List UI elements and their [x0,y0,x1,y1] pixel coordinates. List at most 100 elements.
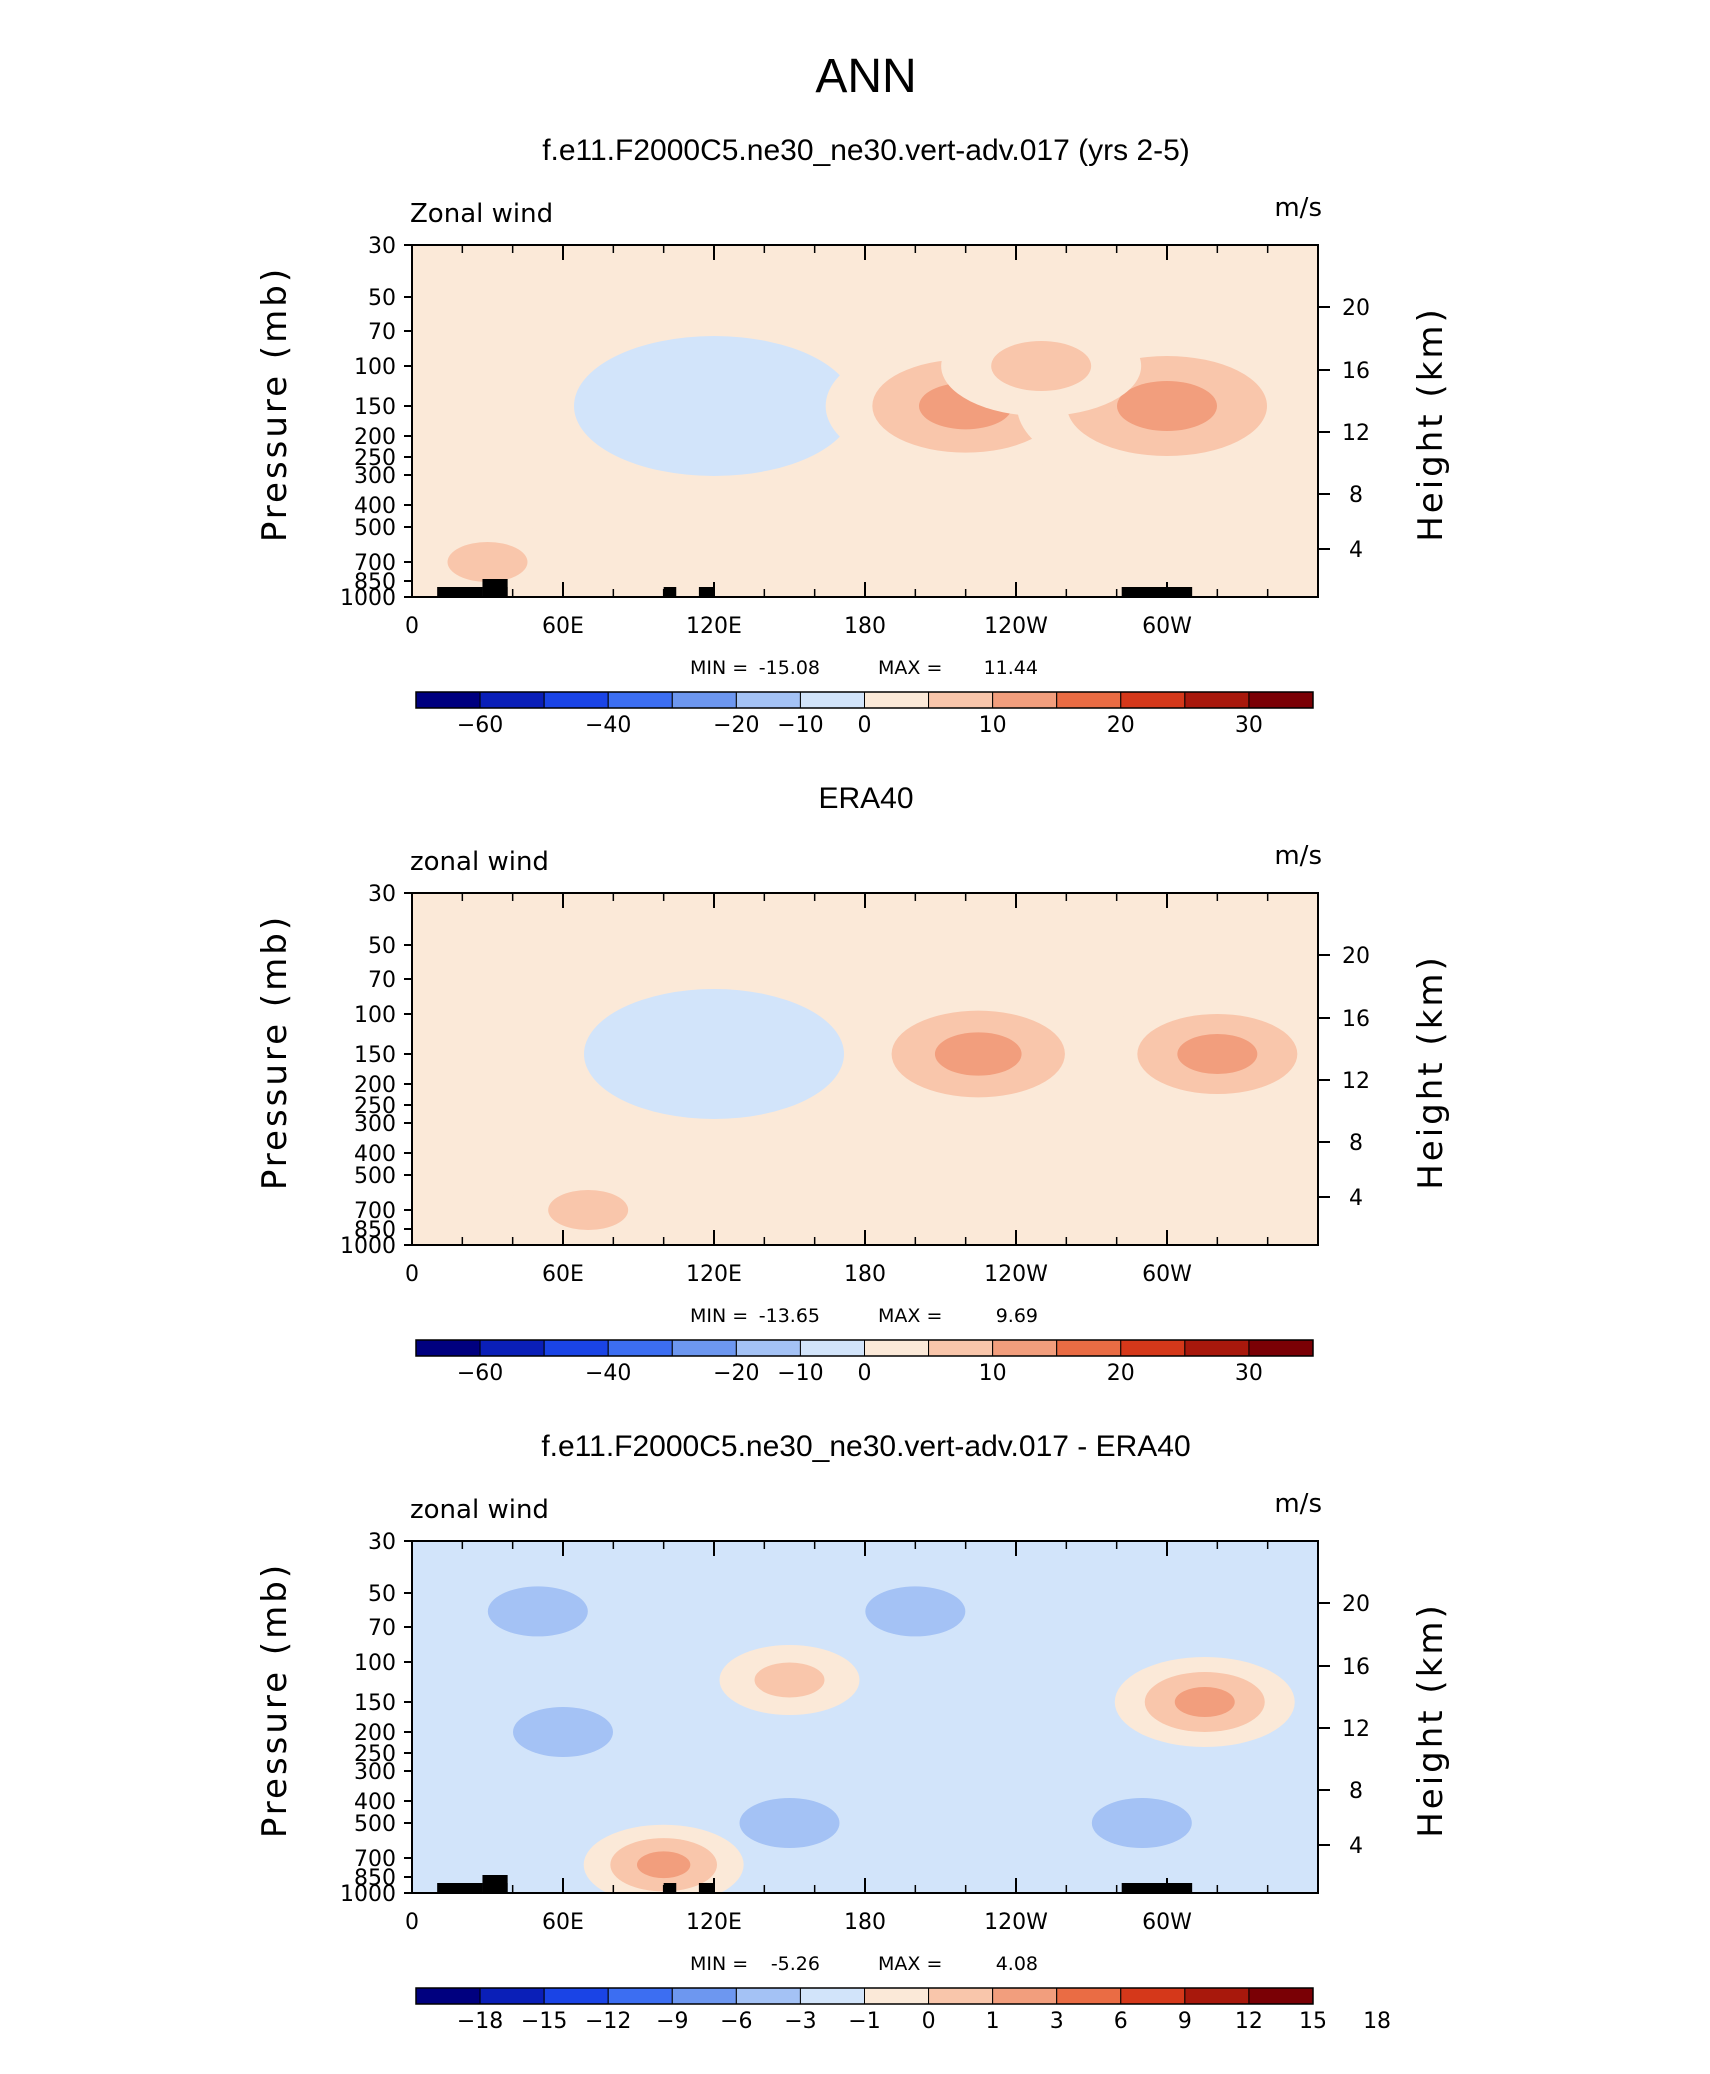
y-tick-label: 100 [354,355,396,380]
colorbar-swatch [864,1339,930,1357]
contour-blob [548,1190,629,1230]
y2-axis-title: Height (km) [1411,1602,1451,1838]
colorbar-label: 20 [1107,713,1135,738]
max-value: 9.69 [996,1305,1038,1327]
max-value: 4.08 [996,1953,1038,1975]
topography-mask [437,587,483,597]
y-axis-title: Pressure (mb) [255,266,295,542]
x-tick-label: 60W [1142,614,1192,639]
colorbar-swatch [1184,691,1250,709]
colorbar-swatch [992,1987,1058,2005]
min-value: -13.65 [759,1305,820,1327]
colorbar-swatch [607,691,673,709]
field-name-label: zonal wind [410,847,549,877]
colorbar-swatch [1120,1987,1186,2005]
colorbar-swatch [543,1987,609,2005]
y2-tick-label: 16 [1342,1655,1370,1680]
colorbar-label: −10 [777,713,823,738]
colorbar-label: −60 [457,713,503,738]
colorbar-frame [415,1339,1314,1357]
topography-mask [482,1875,508,1893]
topography-mask [698,1883,714,1893]
y-axis-title: Pressure (mb) [255,914,295,1190]
colorbar-label: −40 [585,1361,631,1386]
max-value: 11.44 [984,657,1038,679]
colorbar-label: 0 [922,2009,936,2034]
colorbar-label: −9 [656,2009,688,2034]
y2-axis-title: Height (km) [1411,954,1451,1190]
y-tick-label: 500 [354,1812,396,1837]
y2-tick-label: 20 [1342,944,1370,969]
colorbar-swatch [671,1339,737,1357]
colorbar-swatch [735,691,801,709]
colorbar-label: 0 [858,1361,872,1386]
y-tick-label: 850 [354,570,396,595]
colorbar-label: 30 [1235,713,1263,738]
x-tick-label: 120E [686,1910,742,1935]
y-tick-label: 150 [354,1043,396,1068]
y2-tick-label: 4 [1349,538,1363,563]
colorbar-label: −10 [777,1361,823,1386]
y2-tick-label: 4 [1349,1834,1363,1859]
topography-mask [1121,587,1193,597]
y-tick-label: 250 [354,1742,396,1767]
y-tick-label: 400 [354,494,396,519]
colorbar-swatch [671,1987,737,2005]
max-label: MAX = [878,1305,942,1327]
colorbar-label: −18 [457,2009,503,2034]
y-tick-label: 300 [354,1112,396,1137]
colorbar-swatch [671,691,737,709]
colorbar-label: −15 [521,2009,567,2034]
min-label: MIN = [690,1953,748,1975]
x-tick-label: 120E [686,1262,742,1287]
y-tick-label: 100 [354,1651,396,1676]
colorbar-label: −12 [585,2009,631,2034]
y2-tick-label: 8 [1349,483,1363,508]
y2-tick-label: 12 [1342,421,1370,446]
y-tick-label: 50 [368,1582,396,1607]
colorbar-label: −1 [848,2009,880,2034]
y-tick-label: 850 [354,1866,396,1891]
colorbar-swatch [1184,1339,1250,1357]
x-tick-label: 0 [405,1262,419,1287]
colorbar-swatch [479,1339,545,1357]
colorbar-label: 9 [1178,2009,1192,2034]
colorbar-swatch [479,1987,545,2005]
chart-panel-2: ERA40 zonal wind m/s 0 60E 120E 180 120W 60W 30 50… [255,782,1451,1386]
y-tick-label: 700 [354,1199,396,1224]
topography-mask [437,1883,483,1893]
min-value: -5.26 [771,1953,820,1975]
contour-blob [739,1798,840,1848]
units-label: m/s [1274,193,1322,223]
colorbar-swatch [415,1987,481,2005]
y-tick-label: 300 [354,1760,396,1785]
colorbar-swatch [799,691,866,709]
colorbar-swatch [1056,1339,1122,1357]
units-label: m/s [1274,1489,1322,1519]
y-tick-label: 30 [368,882,396,907]
colorbar-swatch [415,691,481,709]
colorbar-swatch [864,1987,930,2005]
topography-mask [698,587,714,597]
min-label: MIN = [690,657,748,679]
colorbar-swatch [992,1339,1058,1357]
panel-title: f.e11.F2000C5.ne30_ne30.vert-adv.017 - E… [541,1430,1190,1463]
y-tick-label: 50 [368,286,396,311]
contour-blob [934,1032,1022,1076]
colorbar-label: −20 [713,713,759,738]
colorbar-label: 1 [986,2009,1000,2034]
colorbar-label: 20 [1107,1361,1135,1386]
panel-title: f.e11.F2000C5.ne30_ne30.vert-adv.017 (yr… [542,134,1190,167]
y-tick-label: 250 [354,1094,396,1119]
contour-blob [584,989,844,1119]
contour-blob [1177,1034,1258,1074]
colorbar-swatch [1056,691,1122,709]
units-label: m/s [1274,841,1322,871]
colorbar-label: 18 [1363,2009,1391,2034]
x-tick-label: 120E [686,614,742,639]
colorbar-label: 30 [1235,1361,1263,1386]
colorbar-label: 10 [979,1361,1007,1386]
colorbar-swatch [928,1339,994,1357]
y-tick-label: 30 [368,234,396,259]
contour-blob [513,1707,613,1757]
